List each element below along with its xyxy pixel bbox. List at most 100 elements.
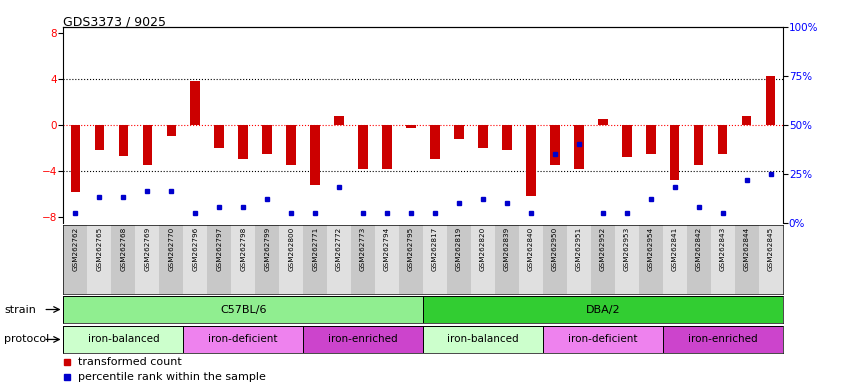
- Text: GSM262770: GSM262770: [168, 227, 174, 271]
- Text: GSM262843: GSM262843: [720, 227, 726, 271]
- Bar: [423, 326, 543, 353]
- Bar: [70, 125, 80, 192]
- Bar: [406, 125, 415, 128]
- Text: GSM262765: GSM262765: [96, 227, 102, 271]
- Bar: [358, 125, 368, 169]
- Bar: [190, 81, 200, 125]
- Bar: [95, 125, 104, 150]
- Bar: [694, 125, 703, 165]
- Text: GSM262950: GSM262950: [552, 227, 558, 271]
- Bar: [662, 326, 783, 353]
- Bar: [112, 225, 135, 294]
- Bar: [430, 125, 440, 159]
- Text: GSM262952: GSM262952: [600, 227, 606, 271]
- Text: strain: strain: [4, 305, 36, 314]
- Bar: [382, 125, 392, 169]
- Text: percentile rank within the sample: percentile rank within the sample: [78, 372, 266, 382]
- Bar: [327, 225, 351, 294]
- Bar: [207, 225, 231, 294]
- Bar: [717, 125, 728, 154]
- Text: transformed count: transformed count: [78, 357, 182, 367]
- Bar: [214, 125, 224, 148]
- Text: GSM262768: GSM262768: [120, 227, 126, 271]
- Bar: [310, 125, 320, 185]
- Text: GSM262953: GSM262953: [624, 227, 629, 271]
- Text: GSM262839: GSM262839: [504, 227, 510, 271]
- Bar: [502, 125, 512, 150]
- Text: GSM262840: GSM262840: [528, 227, 534, 271]
- Bar: [591, 225, 615, 294]
- Bar: [447, 225, 471, 294]
- Bar: [734, 225, 759, 294]
- Text: GSM262954: GSM262954: [648, 227, 654, 271]
- Bar: [231, 225, 255, 294]
- Bar: [87, 225, 112, 294]
- Text: GSM262800: GSM262800: [288, 227, 294, 271]
- Bar: [519, 225, 543, 294]
- Bar: [574, 125, 584, 169]
- Bar: [63, 225, 87, 294]
- Text: iron-enriched: iron-enriched: [688, 334, 757, 344]
- Bar: [375, 225, 399, 294]
- Text: GSM262772: GSM262772: [336, 227, 342, 271]
- Text: GSM262773: GSM262773: [360, 227, 366, 271]
- Text: GSM262797: GSM262797: [217, 227, 222, 271]
- Text: GSM262795: GSM262795: [408, 227, 414, 271]
- Bar: [622, 125, 631, 157]
- Text: GSM262820: GSM262820: [480, 227, 486, 271]
- Bar: [262, 125, 272, 154]
- Bar: [118, 125, 128, 156]
- Bar: [471, 225, 495, 294]
- Text: DBA/2: DBA/2: [585, 305, 620, 314]
- Bar: [399, 225, 423, 294]
- Bar: [184, 225, 207, 294]
- Text: iron-deficient: iron-deficient: [568, 334, 638, 344]
- Bar: [423, 225, 447, 294]
- Text: GSM262798: GSM262798: [240, 227, 246, 271]
- Text: C57BL/6: C57BL/6: [220, 305, 266, 314]
- Bar: [255, 225, 279, 294]
- Bar: [687, 225, 711, 294]
- Text: GSM262799: GSM262799: [264, 227, 270, 271]
- Text: GSM262845: GSM262845: [767, 227, 773, 271]
- Bar: [286, 125, 296, 165]
- Bar: [550, 125, 559, 165]
- Bar: [135, 225, 159, 294]
- Text: GSM262796: GSM262796: [192, 227, 198, 271]
- Bar: [543, 326, 662, 353]
- Bar: [662, 225, 687, 294]
- Text: GSM262844: GSM262844: [744, 227, 750, 271]
- Bar: [239, 125, 248, 159]
- Bar: [495, 225, 519, 294]
- Bar: [63, 326, 184, 353]
- Bar: [454, 125, 464, 139]
- Text: GSM262819: GSM262819: [456, 227, 462, 271]
- Bar: [167, 125, 176, 136]
- Bar: [142, 125, 152, 165]
- Bar: [423, 296, 783, 323]
- Bar: [615, 225, 639, 294]
- Bar: [279, 225, 303, 294]
- Text: iron-balanced: iron-balanced: [448, 334, 519, 344]
- Bar: [303, 225, 327, 294]
- Text: GSM262771: GSM262771: [312, 227, 318, 271]
- Text: iron-enriched: iron-enriched: [328, 334, 398, 344]
- Text: GSM262951: GSM262951: [576, 227, 582, 271]
- Bar: [63, 296, 423, 323]
- Bar: [670, 125, 679, 180]
- Text: GSM262762: GSM262762: [73, 227, 79, 271]
- Bar: [711, 225, 734, 294]
- Bar: [334, 116, 343, 125]
- Bar: [766, 76, 775, 125]
- Text: GSM262817: GSM262817: [432, 227, 438, 271]
- Text: iron-balanced: iron-balanced: [88, 334, 159, 344]
- Bar: [759, 225, 783, 294]
- Bar: [598, 119, 607, 125]
- Text: GSM262769: GSM262769: [145, 227, 151, 271]
- Bar: [645, 125, 656, 154]
- Text: GSM262841: GSM262841: [672, 227, 678, 271]
- Text: GSM262794: GSM262794: [384, 227, 390, 271]
- Bar: [742, 116, 751, 125]
- Bar: [639, 225, 662, 294]
- Bar: [351, 225, 375, 294]
